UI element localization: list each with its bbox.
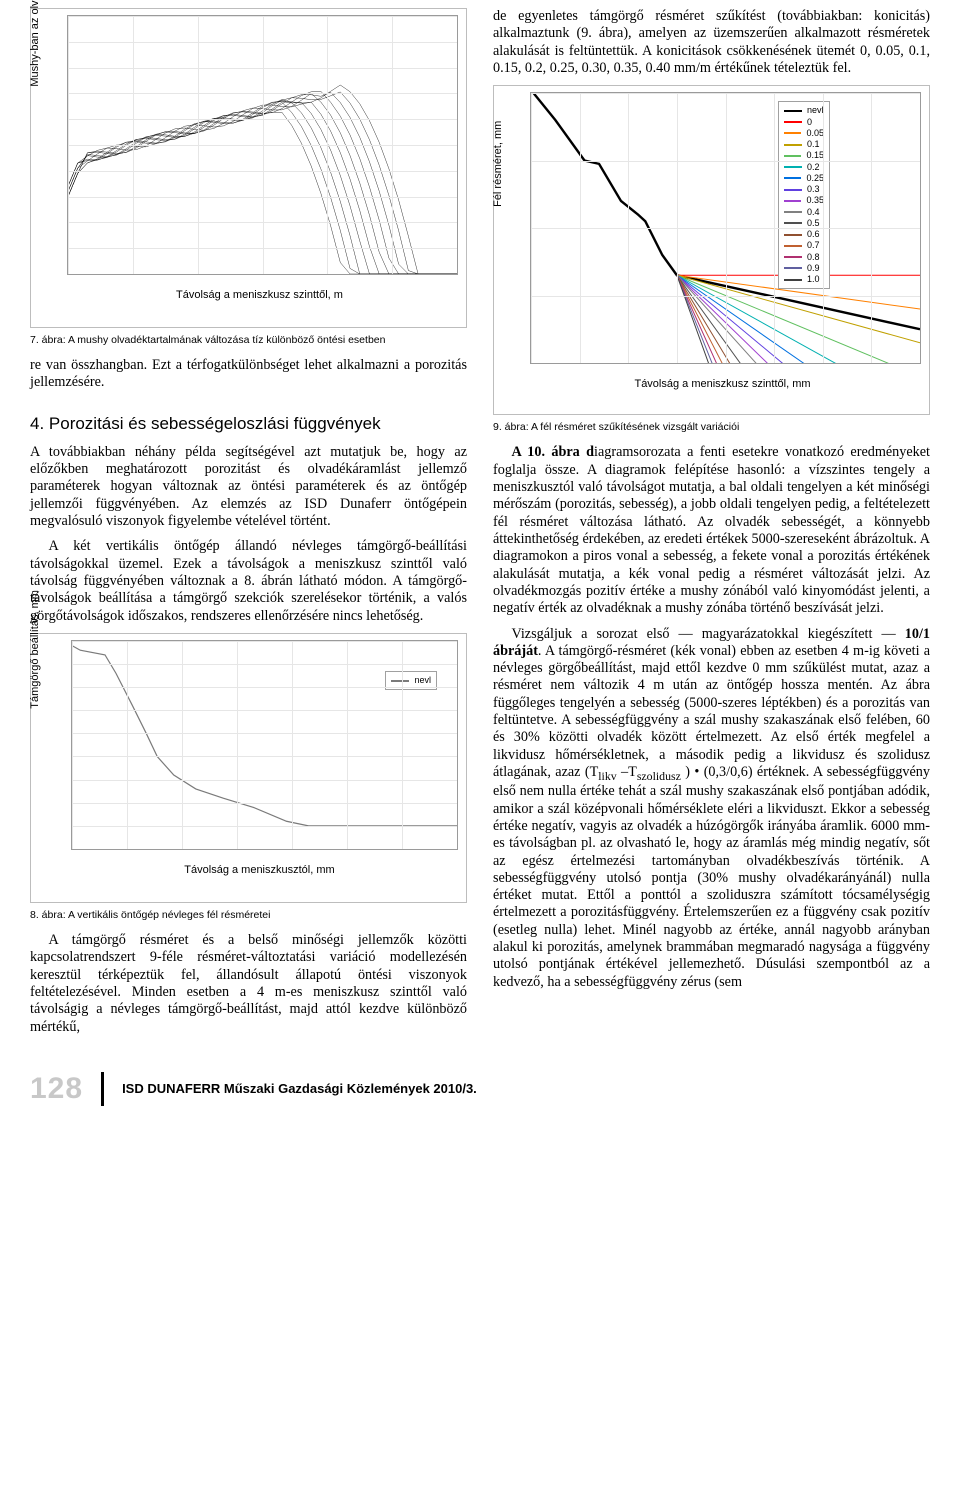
legend-label: 0.8 [807,252,820,263]
fig7-ylabel: Mushy-ban az olvadék aránya, % [29,0,41,87]
section-4-heading: 4. Porozitási és sebességeloszlási függv… [30,414,467,434]
left-body-1: A továbbiakban néhány példa segítségével… [30,444,467,531]
legend-swatch [784,166,802,168]
fig7-xlabel: Távolság a meniszkusz szinttől, m [61,289,458,301]
fig7-plot-area: 0102030405060708090100050001000015000200… [67,15,458,275]
legend-swatch [784,245,802,247]
fig8-legend-label: nevl [414,675,431,686]
fig8-ylabel: Támgörgő beállítás, mm [29,590,41,709]
fig9-legend-row: 0.6 [784,229,824,240]
fig9-legend-row: 0.8 [784,252,824,263]
fig8-plot-area: nevl 116116.5117117.5118118.5119119.5120… [71,640,458,850]
fig9-plot-area: nevl00.050.10.150.20.250.30.350.40.50.60… [530,92,921,364]
legend-label: 0.05 [806,128,824,139]
fig9-caption: 9. ábra: A fél résméret szűkítésének viz… [493,421,930,434]
legend-swatch [784,211,802,213]
legend-swatch [784,279,802,281]
right-body-2: A 10. ábra diagramsorozata a fenti esete… [493,444,930,617]
legend-label: 0.2 [807,162,820,173]
fig9-legend-row: 1.0 [784,274,824,285]
legend-label: nevl [807,105,824,116]
right-body-3: Vizsgáljuk a sorozat első — magyarázatok… [493,626,930,992]
fig8-xlabel: Távolság a meniszkusztól, mm [61,864,458,876]
fig8-caption: 8. ábra: A vertikális öntőgép névleges f… [30,909,467,922]
right-body-1: de egyenletes támgörgő résméret szűkítés… [493,8,930,77]
journal-name: ISD DUNAFERR Műszaki Gazdasági Közlemény… [122,1081,477,1096]
legend-label: 0.25 [806,173,824,184]
figure-7: Mushy-ban az olvadék aránya, % 010203040… [30,8,467,328]
footer-divider [101,1072,104,1106]
legend-swatch [784,121,802,123]
fig9-legend-row: 0.2 [784,162,824,173]
legend-swatch [784,200,801,202]
left-paragraph-1: re van összhangban. Ezt a térfogatkülönb… [30,357,467,392]
two-column-layout: Mushy-ban az olvadék aránya, % 010203040… [30,8,930,1044]
page-number: 128 [30,1072,83,1106]
fig9-legend-row: 0.3 [784,184,824,195]
fig9-legend-row: 0 [784,117,824,128]
fig9-legend-row: 0.9 [784,263,824,274]
page: Mushy-ban az olvadék aránya, % 010203040… [0,0,960,1126]
figure-8: Támgörgő beállítás, mm nevl 116116.51171… [30,633,467,903]
left-column: Mushy-ban az olvadék aránya, % 010203040… [30,8,467,1044]
legend-swatch [784,177,801,179]
legend-label: 0.9 [807,263,820,274]
legend-swatch [784,110,802,112]
fig7-caption: 7. ábra: A mushy olvadéktartalmának vált… [30,334,467,347]
legend-swatch [784,234,802,236]
fig9-legend-row: nevl [784,105,824,116]
legend-label: 1.0 [807,274,820,285]
legend-label: 0.3 [807,184,820,195]
fig9-legend-row: 0.35 [784,195,824,206]
fig9-legend-row: 0.4 [784,207,824,218]
figure-9: Fél résméret, mm nevl00.050.10.150.20.25… [493,85,930,415]
fig9-legend-row: 0.1 [784,139,824,150]
right-column: de egyenletes támgörgő résméret szűkítés… [493,8,930,1044]
legend-label: 0.4 [807,207,820,218]
legend-swatch [784,144,802,146]
fig9-ylabel: Fél résméret, mm [492,121,504,207]
fig9-legend-row: 0.05 [784,128,824,139]
legend-swatch [784,222,802,224]
fig9-xlabel: Távolság a meniszkusz szinttől, mm [524,378,921,390]
legend-label: 0.1 [807,139,820,150]
legend-label: 0.35 [806,195,824,206]
legend-swatch [784,256,802,258]
page-footer: 128 ISD DUNAFERR Műszaki Gazdasági Közle… [30,1066,930,1106]
legend-swatch [784,267,802,269]
legend-swatch [784,189,802,191]
legend-swatch [784,132,801,134]
fig9-legend-row: 0.25 [784,173,824,184]
legend-label: 0.6 [807,229,820,240]
legend-label: 0 [807,117,812,128]
left-body-3: A támgörgő résméret és a belső minőségi … [30,932,467,1036]
fig9-legend-row: 0.7 [784,240,824,251]
fig8-legend-row: nevl [391,675,431,686]
fig8-legend-swatch [391,680,409,682]
legend-label: 0.7 [807,240,820,251]
left-body-2: A két vertikális öntőgép állandó névlege… [30,538,467,625]
legend-swatch [784,155,801,157]
